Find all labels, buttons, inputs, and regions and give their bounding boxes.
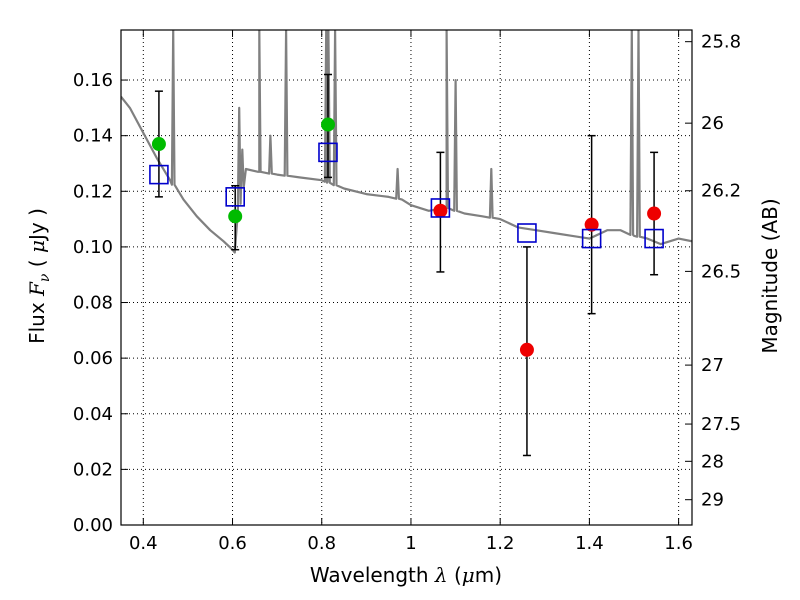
y-tick-label: 0.10 <box>73 237 113 258</box>
y2-tick-label: 25.8 <box>701 32 741 53</box>
data-point <box>647 206 662 221</box>
y-tick-label: 0.00 <box>73 515 113 536</box>
data-point <box>433 203 448 218</box>
model-point <box>644 228 664 249</box>
y-tick-label: 0.16 <box>73 70 113 91</box>
y-axis-label: Flux Fν ( μJy ) <box>25 208 53 344</box>
model-spectrum-line <box>121 30 692 254</box>
x-axis-label: Wavelength λ (μm) <box>310 563 502 587</box>
data-point <box>151 137 166 152</box>
x-tick-label: 0.6 <box>218 533 247 554</box>
y-tick-label: 0.14 <box>73 126 113 147</box>
x-tick-label: 0.8 <box>307 533 336 554</box>
x-tick-label: 1.4 <box>575 533 604 554</box>
y2-tick-label: 26 <box>701 113 724 134</box>
data-point <box>320 117 335 132</box>
error-bars <box>154 73 659 457</box>
data-point <box>228 209 243 224</box>
y2-tick-label: 27.5 <box>701 414 741 435</box>
x-tick-label: 1.2 <box>486 533 515 554</box>
model-point <box>225 187 245 207</box>
y2-tick-label: 26.2 <box>701 181 741 202</box>
y2-axis-label: Magnitude (AB) <box>758 198 782 353</box>
y-tick-label: 0.12 <box>73 181 113 202</box>
model-point <box>318 142 338 163</box>
data-markers <box>149 117 664 357</box>
x-tick-label: 1.6 <box>664 533 693 554</box>
y2-tick-label: 27 <box>701 355 724 376</box>
model-spectrum <box>121 30 692 254</box>
y2-tick-label: 28 <box>701 451 724 472</box>
plot-frame <box>120 29 693 526</box>
x-tick-label: 0.4 <box>129 533 158 554</box>
y-tick-label: 0.02 <box>73 459 113 480</box>
data-point <box>519 342 534 357</box>
axis-ticks: 0.4 0.6 0.8 1 1.2 1.4 1.6 0.00 0.02 0.04 0.06 0.08 0… <box>73 30 741 554</box>
data-point <box>584 217 599 232</box>
y2-tick-label: 26.5 <box>701 261 741 282</box>
y-tick-label: 0.04 <box>73 404 113 425</box>
model-point <box>581 228 602 249</box>
model-point <box>517 223 537 243</box>
y-tick-label: 0.06 <box>73 348 113 369</box>
model-point <box>149 164 169 185</box>
model-point <box>430 198 451 218</box>
y-tick-label: 0.08 <box>73 293 113 314</box>
grid <box>121 30 692 525</box>
x-tick-label: 1 <box>405 533 416 554</box>
y2-tick-label: 29 <box>701 490 724 511</box>
